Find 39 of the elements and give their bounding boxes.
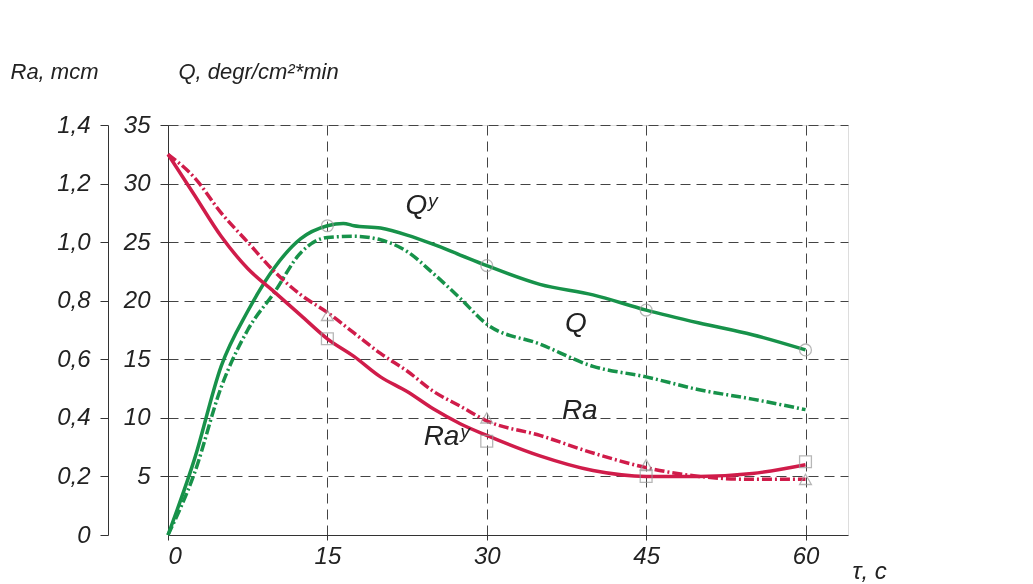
y2-tick-label: 0,8 xyxy=(57,286,92,314)
series-label: Raʸ xyxy=(423,420,472,452)
y-tick-label: 25 xyxy=(122,227,152,255)
point xyxy=(798,473,813,486)
y-tick-label: 10 xyxy=(123,403,152,431)
y2-tick-label: 0 xyxy=(77,520,92,548)
point xyxy=(480,412,494,424)
point xyxy=(480,434,494,448)
series-label: Q xyxy=(564,307,587,339)
y2-tick-label: 1,4 xyxy=(57,110,91,138)
y2-tick-label: 0,6 xyxy=(57,344,92,372)
x-tick-label: 0 xyxy=(168,541,183,569)
y2-tick-label: 0,4 xyxy=(57,403,91,431)
y2-tick-label: 1,0 xyxy=(57,227,92,255)
series-label: Qʸ xyxy=(405,189,440,221)
point xyxy=(639,303,653,317)
x-tick-label: 30 xyxy=(473,541,502,569)
y-tick-label: 20 xyxy=(122,286,152,314)
y2-tick-label: 0,2 xyxy=(57,461,91,489)
x-tick-label: 45 xyxy=(633,541,661,569)
y-tick-label: 5 xyxy=(137,461,152,489)
point xyxy=(639,469,653,483)
y2-axis-title: Ra, mcm xyxy=(10,58,99,84)
x-axis-title: τ, c xyxy=(852,556,887,584)
y2-tick-label: 1,2 xyxy=(57,169,91,197)
series-label: Ra xyxy=(561,394,598,426)
y-axis-title: Q, degr/cm²*min xyxy=(178,58,339,84)
y-tick-label: 30 xyxy=(123,169,152,197)
y-tick-label: 35 xyxy=(123,110,152,138)
x-tick-label: 15 xyxy=(314,541,342,569)
y-tick-label: 15 xyxy=(123,344,152,372)
point xyxy=(798,455,813,469)
point xyxy=(639,458,653,471)
point xyxy=(320,219,334,233)
point xyxy=(798,343,813,357)
point xyxy=(320,309,334,322)
x-tick-label: 60 xyxy=(792,541,820,569)
point xyxy=(480,259,494,273)
point xyxy=(320,332,334,346)
